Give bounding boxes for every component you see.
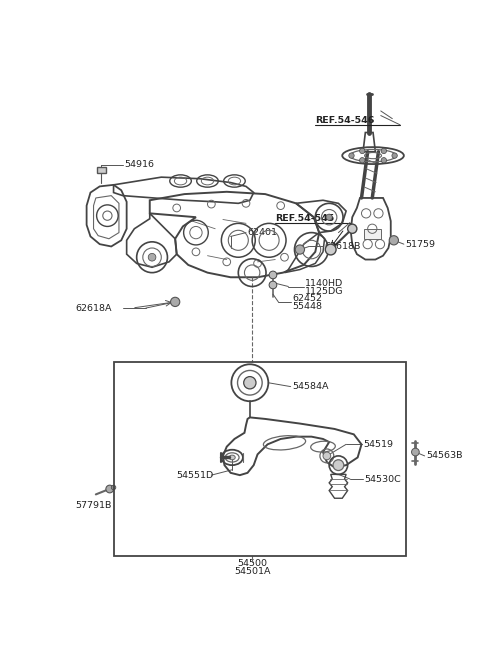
Circle shape [333,460,344,470]
Text: 62618B: 62618B [324,242,361,251]
Circle shape [295,245,304,254]
Text: 62618A: 62618A [75,303,111,312]
Text: 54519: 54519 [363,440,393,449]
Text: 1125DG: 1125DG [305,287,344,295]
Text: 54501A: 54501A [234,567,270,576]
Circle shape [360,148,365,154]
Text: 54584A: 54584A [292,382,329,391]
Text: 62401: 62401 [248,228,277,237]
Circle shape [170,297,180,307]
Polygon shape [96,167,106,172]
Circle shape [381,148,386,154]
Circle shape [381,158,386,163]
Circle shape [389,236,398,245]
Circle shape [323,452,331,460]
Circle shape [269,271,277,279]
Circle shape [349,153,354,159]
Circle shape [411,448,419,456]
Circle shape [244,377,256,389]
Text: REF.54-545: REF.54-545 [275,214,335,223]
Circle shape [148,253,156,261]
Text: REF.54-546: REF.54-546 [315,117,375,126]
Text: 55448: 55448 [292,302,322,311]
Circle shape [106,485,114,493]
Polygon shape [364,229,381,239]
Text: 54551D: 54551D [177,471,214,479]
Text: 62452: 62452 [292,294,322,303]
Circle shape [348,224,357,233]
Text: 51759: 51759 [406,240,435,249]
Text: 54916: 54916 [124,160,155,170]
Circle shape [111,485,116,490]
Circle shape [360,158,365,163]
Text: 57791B: 57791B [75,502,111,510]
Circle shape [392,153,397,159]
Ellipse shape [229,455,235,460]
Circle shape [269,281,277,289]
Circle shape [325,244,336,255]
Text: 1140HD: 1140HD [305,279,344,288]
Text: 54530C: 54530C [365,474,401,483]
Text: 54500: 54500 [237,559,267,568]
Text: 54563B: 54563B [426,451,463,460]
Circle shape [326,214,332,220]
